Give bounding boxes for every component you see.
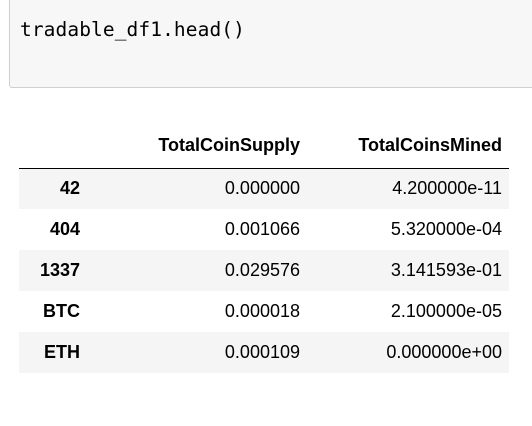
table-row: 42 0.000000 4.200000e-11 [19,168,509,209]
column-header: TotalCoinSupply [96,124,307,169]
table-cell: 0.000109 [224,342,300,362]
column-header: TotalCoinsMined [307,124,509,169]
table-cell: 0.000000 [224,178,300,199]
table-cell: 0.000000e+00 [386,342,502,362]
table-cell: 5.320000e-04 [390,219,502,239]
cell-output: TotalCoinSupply TotalCoinsMined 42 0.000… [19,124,509,373]
dataframe-table: TotalCoinSupply TotalCoinsMined 42 0.000… [19,124,509,373]
table-row: 404 0.001066 5.320000e-04 [19,209,509,250]
table-cell: 0.000018 [224,301,300,321]
index-header [19,124,96,169]
table-header-row: TotalCoinSupply TotalCoinsMined [19,124,509,169]
table-row: BTC 0.000018 2.100000e-05 [19,291,509,332]
table-row: ETH 0.000109 0.000000e+00 [19,332,509,373]
row-index: 42 [59,178,80,199]
table-cell: 4.200000e-11 [392,178,502,199]
code-text[interactable]: tradable_df1.head() [20,18,245,41]
table-cell: 2.100000e-05 [390,301,502,321]
row-index: ETH [44,342,80,362]
table-row: 1337 0.029576 3.141593e-01 [19,250,509,291]
table-cell: 0.001066 [224,219,300,239]
row-index: 1337 [39,260,80,280]
row-index: BTC [43,301,80,321]
table-cell: 0.029576 [224,260,300,280]
code-cell-input[interactable]: tradable_df1.head() [9,0,532,88]
table-cell: 3.141593e-01 [390,260,502,280]
row-index: 404 [49,219,80,239]
